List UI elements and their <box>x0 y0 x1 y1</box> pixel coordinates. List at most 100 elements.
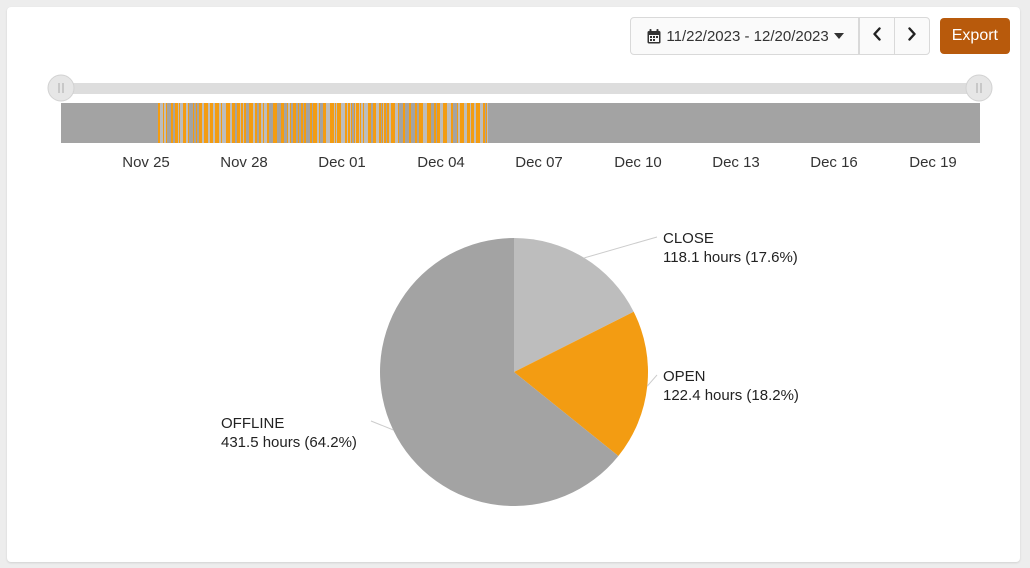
timeline-stripe-open <box>221 103 222 143</box>
timeline-stripe-close <box>160 103 163 143</box>
timeline-stripe-open <box>360 103 361 143</box>
timeline-stripe-close <box>264 103 267 143</box>
timeline-stripe-offline <box>291 103 293 143</box>
timeline-stripe-open <box>451 103 453 143</box>
pie-leader-line <box>584 236 658 259</box>
chevron-right-icon <box>907 26 917 46</box>
pie-slice-offline[interactable] <box>380 238 619 506</box>
timeline-stripe-close <box>336 103 337 143</box>
timeline-stripe-open <box>310 103 312 143</box>
timeline-stripe-open <box>232 103 235 143</box>
timeline-stripe-open <box>403 103 405 143</box>
timeline-stripe-close <box>180 103 183 143</box>
timeline-stripe-open <box>263 103 264 143</box>
timeline-stripe-offline <box>194 103 196 143</box>
timeline-stripe-open <box>443 103 447 143</box>
timeline-stripe-close <box>480 103 483 143</box>
timeline-stripe-offline <box>306 103 310 143</box>
timeline-status-stripes <box>158 103 488 143</box>
timeline-stripe-close <box>470 103 471 143</box>
toolbar: 11/22/2023 - 12/20/2023 Export <box>630 17 1010 55</box>
pie-slice-close[interactable] <box>514 238 634 372</box>
timeline-stripe-open <box>301 103 303 143</box>
next-range-button[interactable] <box>893 18 929 54</box>
export-button[interactable]: Export <box>939 18 1010 54</box>
timeline-stripe-offline <box>296 103 298 143</box>
timeline-stripe-close <box>355 103 356 143</box>
timeline-stripe-open <box>304 103 306 143</box>
timeline-stripe-close <box>164 103 166 143</box>
timeline-stripe-offline <box>371 103 373 143</box>
timeline-tick-label: Dec 07 <box>515 154 563 171</box>
timeline-stripe-offline <box>405 103 409 143</box>
timeline-tick-label: Dec 16 <box>810 154 858 171</box>
timeline-stripe-open <box>483 103 485 143</box>
timeline-stripe-close <box>395 103 398 143</box>
pie-label-detail: 122.4 hours (18.2%) <box>663 387 799 404</box>
timeline-stripe-open <box>427 103 431 143</box>
timeline-stripe-offline <box>257 103 259 143</box>
pie-label-name: OPEN <box>663 368 706 385</box>
timeline-stripe-open <box>199 103 202 143</box>
timeline-stripe-open <box>290 103 291 143</box>
timeline-stripe-close <box>383 103 384 143</box>
timeline-stripe-close <box>464 103 467 143</box>
timeline-stripe-close <box>487 103 488 143</box>
timeline-stripe-close <box>447 103 451 143</box>
timeline-stripe-open <box>382 103 383 143</box>
timeline-stripe-open <box>281 103 284 143</box>
range-slider-left-handle[interactable] <box>47 74 75 102</box>
timeline-stripe-offline <box>246 103 249 143</box>
date-range-group: 11/22/2023 - 12/20/2023 <box>630 17 930 55</box>
timeline-stripe-close <box>359 103 360 143</box>
timeline-stripe-offline <box>299 103 301 143</box>
timeline-stripe-open <box>486 103 487 143</box>
range-slider-right-handle[interactable] <box>965 74 993 102</box>
timeline-stripe-open <box>237 103 240 143</box>
timeline-stripe-open <box>175 103 178 143</box>
pie-slices <box>380 238 648 506</box>
pie-label-close: CLOSE 118.1 hours (17.6%) <box>663 230 798 266</box>
timeline-stripe-open <box>419 103 423 143</box>
timeline-stripe-offline <box>303 103 304 143</box>
timeline-stripe-close <box>347 103 348 143</box>
timeline-stripe-open <box>313 103 317 143</box>
timeline-stripe-open <box>158 103 160 143</box>
timeline-stripe-open <box>457 103 458 143</box>
timeline-stripe-open <box>354 103 355 143</box>
pie-label-name: OFFLINE <box>221 415 284 432</box>
chevron-left-icon <box>872 26 882 46</box>
timeline-stripe-open <box>351 103 352 143</box>
timeline-stripe-open <box>398 103 399 143</box>
prev-range-button[interactable] <box>858 18 894 54</box>
timeline-stripe-close <box>213 103 215 143</box>
timeline-stripe-open <box>379 103 381 143</box>
timeline-stripe-close <box>186 103 188 143</box>
timeline-stripe-open <box>330 103 334 143</box>
timeline-stripe-open <box>259 103 261 143</box>
date-range-text: 11/22/2023 - 12/20/2023 <box>666 27 829 45</box>
timeline-stripe-open <box>193 103 194 143</box>
timeline-stripe-open <box>387 103 389 143</box>
timeline-axis-ticks: Nov 25 Nov 28 Dec 01 Dec 04 Dec 07 Dec 1… <box>122 154 957 171</box>
calendar-icon <box>647 28 661 44</box>
date-range-picker[interactable]: 11/22/2023 - 12/20/2023 <box>631 18 859 54</box>
timeline-stripe-close <box>317 103 319 143</box>
timeline-tick-label: Dec 13 <box>712 154 760 171</box>
pie-slice-open[interactable] <box>514 311 648 457</box>
timeline-stripe-offline <box>431 103 434 143</box>
timeline-stripe-open <box>244 103 246 143</box>
timeline-stripe-open <box>415 103 417 143</box>
pie-leader-line <box>370 420 394 431</box>
timeline-stripe-open <box>460 103 464 143</box>
timeline-stripe-open <box>335 103 336 143</box>
timeline-stripe-close <box>243 103 244 143</box>
range-slider-track[interactable] <box>57 83 979 94</box>
timeline-stripe-open <box>179 103 180 143</box>
timeline-stripe-offline <box>381 103 382 143</box>
timeline-tick-label: Dec 19 <box>909 154 957 171</box>
timeline-stripe-close <box>474 103 476 143</box>
timeline-stripe-close <box>222 103 226 143</box>
timeline-stripe-open <box>476 103 480 143</box>
timeline-stripe-offline <box>320 103 323 143</box>
